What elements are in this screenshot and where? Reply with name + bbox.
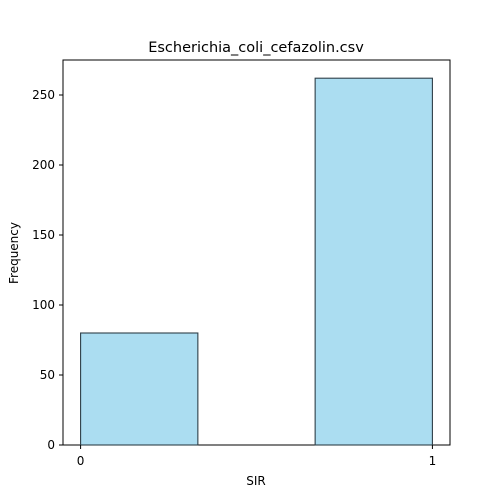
x-tick-label-1: 1	[429, 454, 437, 468]
y-tick-label-3: 150	[32, 228, 55, 242]
y-tick-label-5: 250	[32, 88, 55, 102]
y-tick-label-0: 0	[47, 438, 55, 452]
bar-2	[314, 77, 433, 446]
y-tick-label-1: 50	[40, 368, 55, 382]
bars-group	[80, 77, 433, 446]
y-axis-label: Frequency	[7, 222, 21, 284]
plot-area	[62, 59, 451, 446]
y-tick-label-4: 200	[32, 158, 55, 172]
x-axis-label: SIR	[246, 474, 266, 488]
plot-frame	[62, 59, 451, 446]
y-axis: 0 50 100 150 200 250	[32, 88, 63, 452]
bar-0	[80, 332, 199, 446]
chart-title: Escherichia_coli_cefazolin.csv	[148, 40, 364, 56]
x-tick-label-0: 0	[77, 454, 85, 468]
y-tick-label-2: 100	[32, 298, 55, 312]
